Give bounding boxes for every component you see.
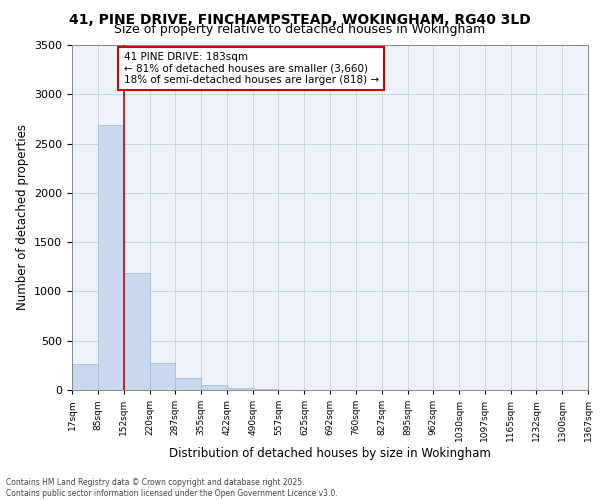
X-axis label: Distribution of detached houses by size in Wokingham: Distribution of detached houses by size … (169, 446, 491, 460)
Bar (227, 388, 253, 390)
Bar (149, 363, 175, 390)
Text: 41 PINE DRIVE: 183sqm
← 81% of detached houses are smaller (3,660)
18% of semi-d: 41 PINE DRIVE: 183sqm ← 81% of detached … (124, 52, 379, 85)
Text: Contains HM Land Registry data © Crown copyright and database right 2025.
Contai: Contains HM Land Registry data © Crown c… (6, 478, 338, 498)
Bar (72, 364, 98, 390)
Bar (124, 273, 149, 390)
Bar (253, 389, 278, 390)
Bar (98, 125, 124, 390)
Text: Size of property relative to detached houses in Wokingham: Size of property relative to detached ho… (115, 22, 485, 36)
Y-axis label: Number of detached properties: Number of detached properties (16, 124, 29, 310)
Bar (175, 378, 201, 390)
Bar (201, 384, 227, 390)
Text: 41, PINE DRIVE, FINCHAMPSTEAD, WOKINGHAM, RG40 3LD: 41, PINE DRIVE, FINCHAMPSTEAD, WOKINGHAM… (69, 12, 531, 26)
